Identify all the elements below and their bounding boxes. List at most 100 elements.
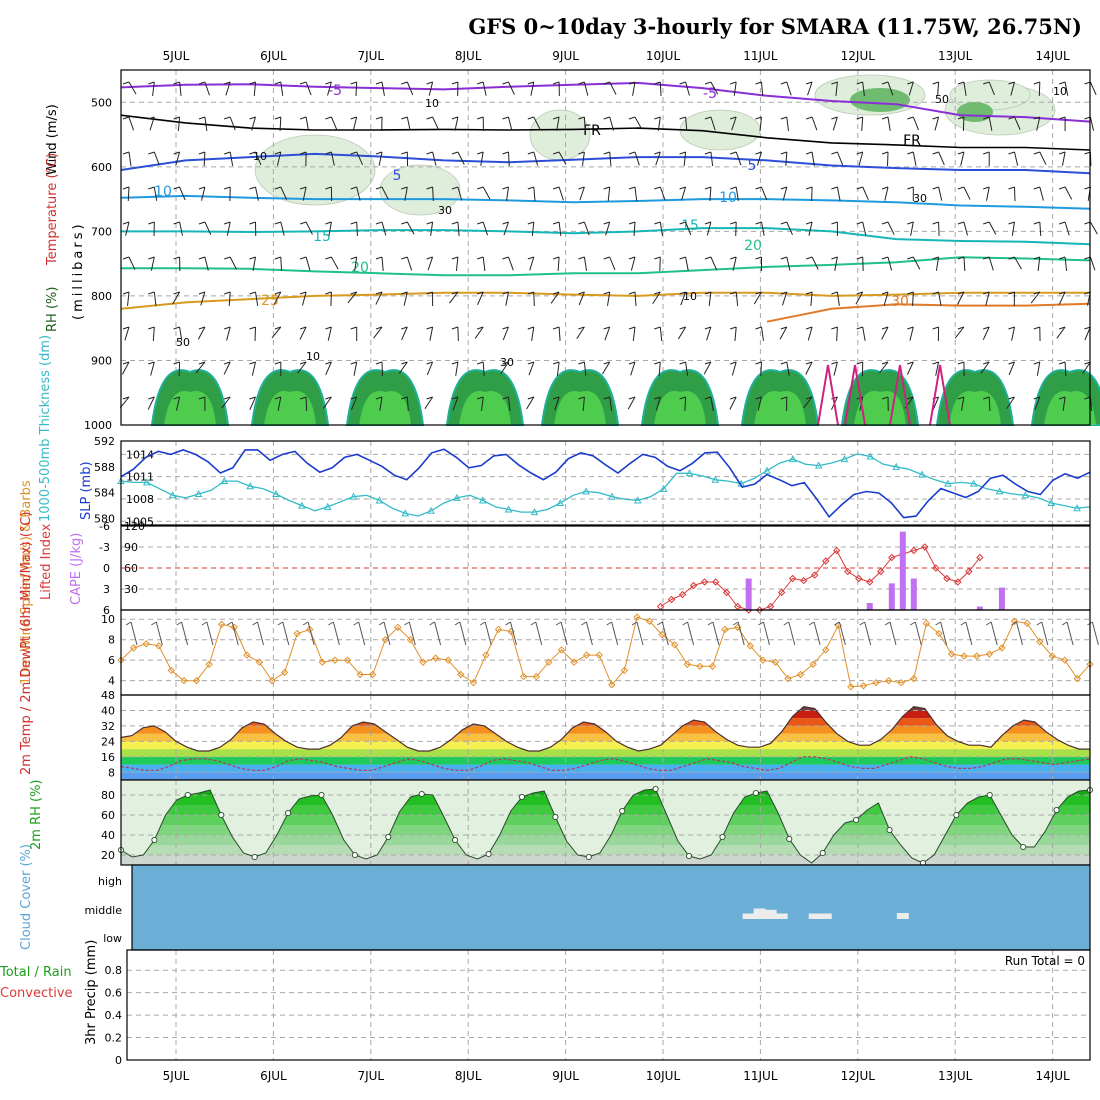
wind-barb-feather [249,396,256,400]
wind-barb [757,396,762,411]
wind-barb-feather [375,116,383,120]
wind-barb [988,396,991,412]
temperature-tick: 8 [108,766,115,779]
temperature-tick: 32 [101,720,115,733]
lifted-index-point [844,567,852,576]
wind-barb-feather [654,326,661,330]
wind-barb-feather [122,291,130,295]
temperature-tick: 16 [101,751,115,764]
wind-barb-feather [451,81,459,85]
wind-barb-feather [1058,116,1066,120]
wind-barb-feather [122,151,130,155]
thickness-point [272,489,280,497]
wind-speed-point [1048,652,1056,660]
day-label-top: 10JUL [646,49,681,63]
temperature-band [121,764,1090,773]
wind-barb [249,396,256,410]
wind-barb-feather [299,186,307,190]
wind-barb-feather [679,81,686,85]
wind-barb-feather [603,256,610,260]
wind-barb [223,361,231,375]
temperature-contour [120,152,1091,175]
wind-barb-feather [198,151,206,155]
wind-barb [280,256,283,272]
wind-barb [683,151,687,166]
wind-barb [378,151,383,166]
wind-barb [533,186,536,201]
wind-barb-feather [299,396,307,400]
surface-wind-barb [661,621,669,646]
wind-barb-feather [552,151,560,155]
wind-barb-feather [1008,256,1015,260]
wind-barb-feather [350,326,357,330]
wind-speed-point [910,674,918,683]
wind-barb-feather [730,151,737,155]
rh-point [786,835,793,843]
wind-barb-feather [755,361,762,365]
wind-barb-feather [957,221,965,225]
lifted-index-point [976,553,984,562]
wind-speed-point [129,644,138,652]
wind-barb-feather [957,326,965,330]
wind-barb-feather [502,361,509,365]
cape-bar [888,583,895,610]
day-axis-bottom: 5JUL 6JUL 7JUL 8JUL 9JUL 10JUL 11JUL 12JUL 13JUL… [163,1069,1070,1083]
rh-point [151,836,158,844]
thickness-point [892,462,901,470]
rh-point [719,833,726,841]
rh-point [518,793,526,801]
temperature-contour-label: 5 [393,168,402,184]
wind-barb-feather [375,221,383,225]
slp-frame [120,440,1091,526]
wind-barb [404,186,408,201]
wind-barb-feather [907,116,914,120]
temperature-contour-label: 20 [351,260,369,276]
wind-speed-point [658,630,666,639]
wind-barb [811,256,819,270]
temperature-band [121,741,1090,750]
slp-label: SLP (mb) [79,461,94,520]
wind-barb-feather [628,151,636,155]
wind-barb [710,81,719,95]
wind-barb-feather [628,81,636,85]
wind-barb [508,256,514,271]
wind-barb-feather [122,81,130,85]
lifted-index-point [755,606,764,614]
temperature-tick: 24 [101,735,115,748]
wind-barb [352,116,358,131]
wind-barb-feather [552,186,560,190]
wind-barb [179,81,182,96]
wind-barb-feather [173,151,180,155]
wind-barb [708,291,712,306]
surface-wind-barb-feather [277,621,284,626]
wind-barb-feather [274,326,281,330]
wind-barb-feather [932,326,939,330]
wind-barb [1036,361,1041,376]
temperature-hot-cone [929,364,951,426]
day-label-bottom: 14JUL [1035,1069,1070,1083]
chart-title: GFS 0~10day 3-hourly for SMARA (11.75W, … [468,14,1082,39]
wind-barb [781,291,788,306]
wind-barb [454,116,459,131]
wind-barb-feather [325,221,332,225]
wind-barb [432,116,439,130]
wind-barb-feather [401,151,408,155]
wind-speed-point [167,666,176,675]
wind-barb [729,396,737,410]
wind-barb [909,326,914,341]
wind-barb [153,186,158,201]
wind-barb-feather [122,326,130,330]
surface-wind-barb-feather [1036,621,1043,626]
thickness-point [298,501,306,509]
wind-barb [556,361,560,376]
wind-barb [204,116,208,131]
wind-barb [428,81,434,96]
day-label-bottom: 5JUL [163,1069,190,1083]
wind-barb-feather [603,81,610,85]
wind-barb-feather [198,396,206,400]
wind-barb-feather [426,256,433,260]
wind-barb-feather [274,291,281,295]
wind-barb [657,116,661,131]
wind-barb [455,256,459,271]
wind-barb-feather [1058,151,1066,155]
